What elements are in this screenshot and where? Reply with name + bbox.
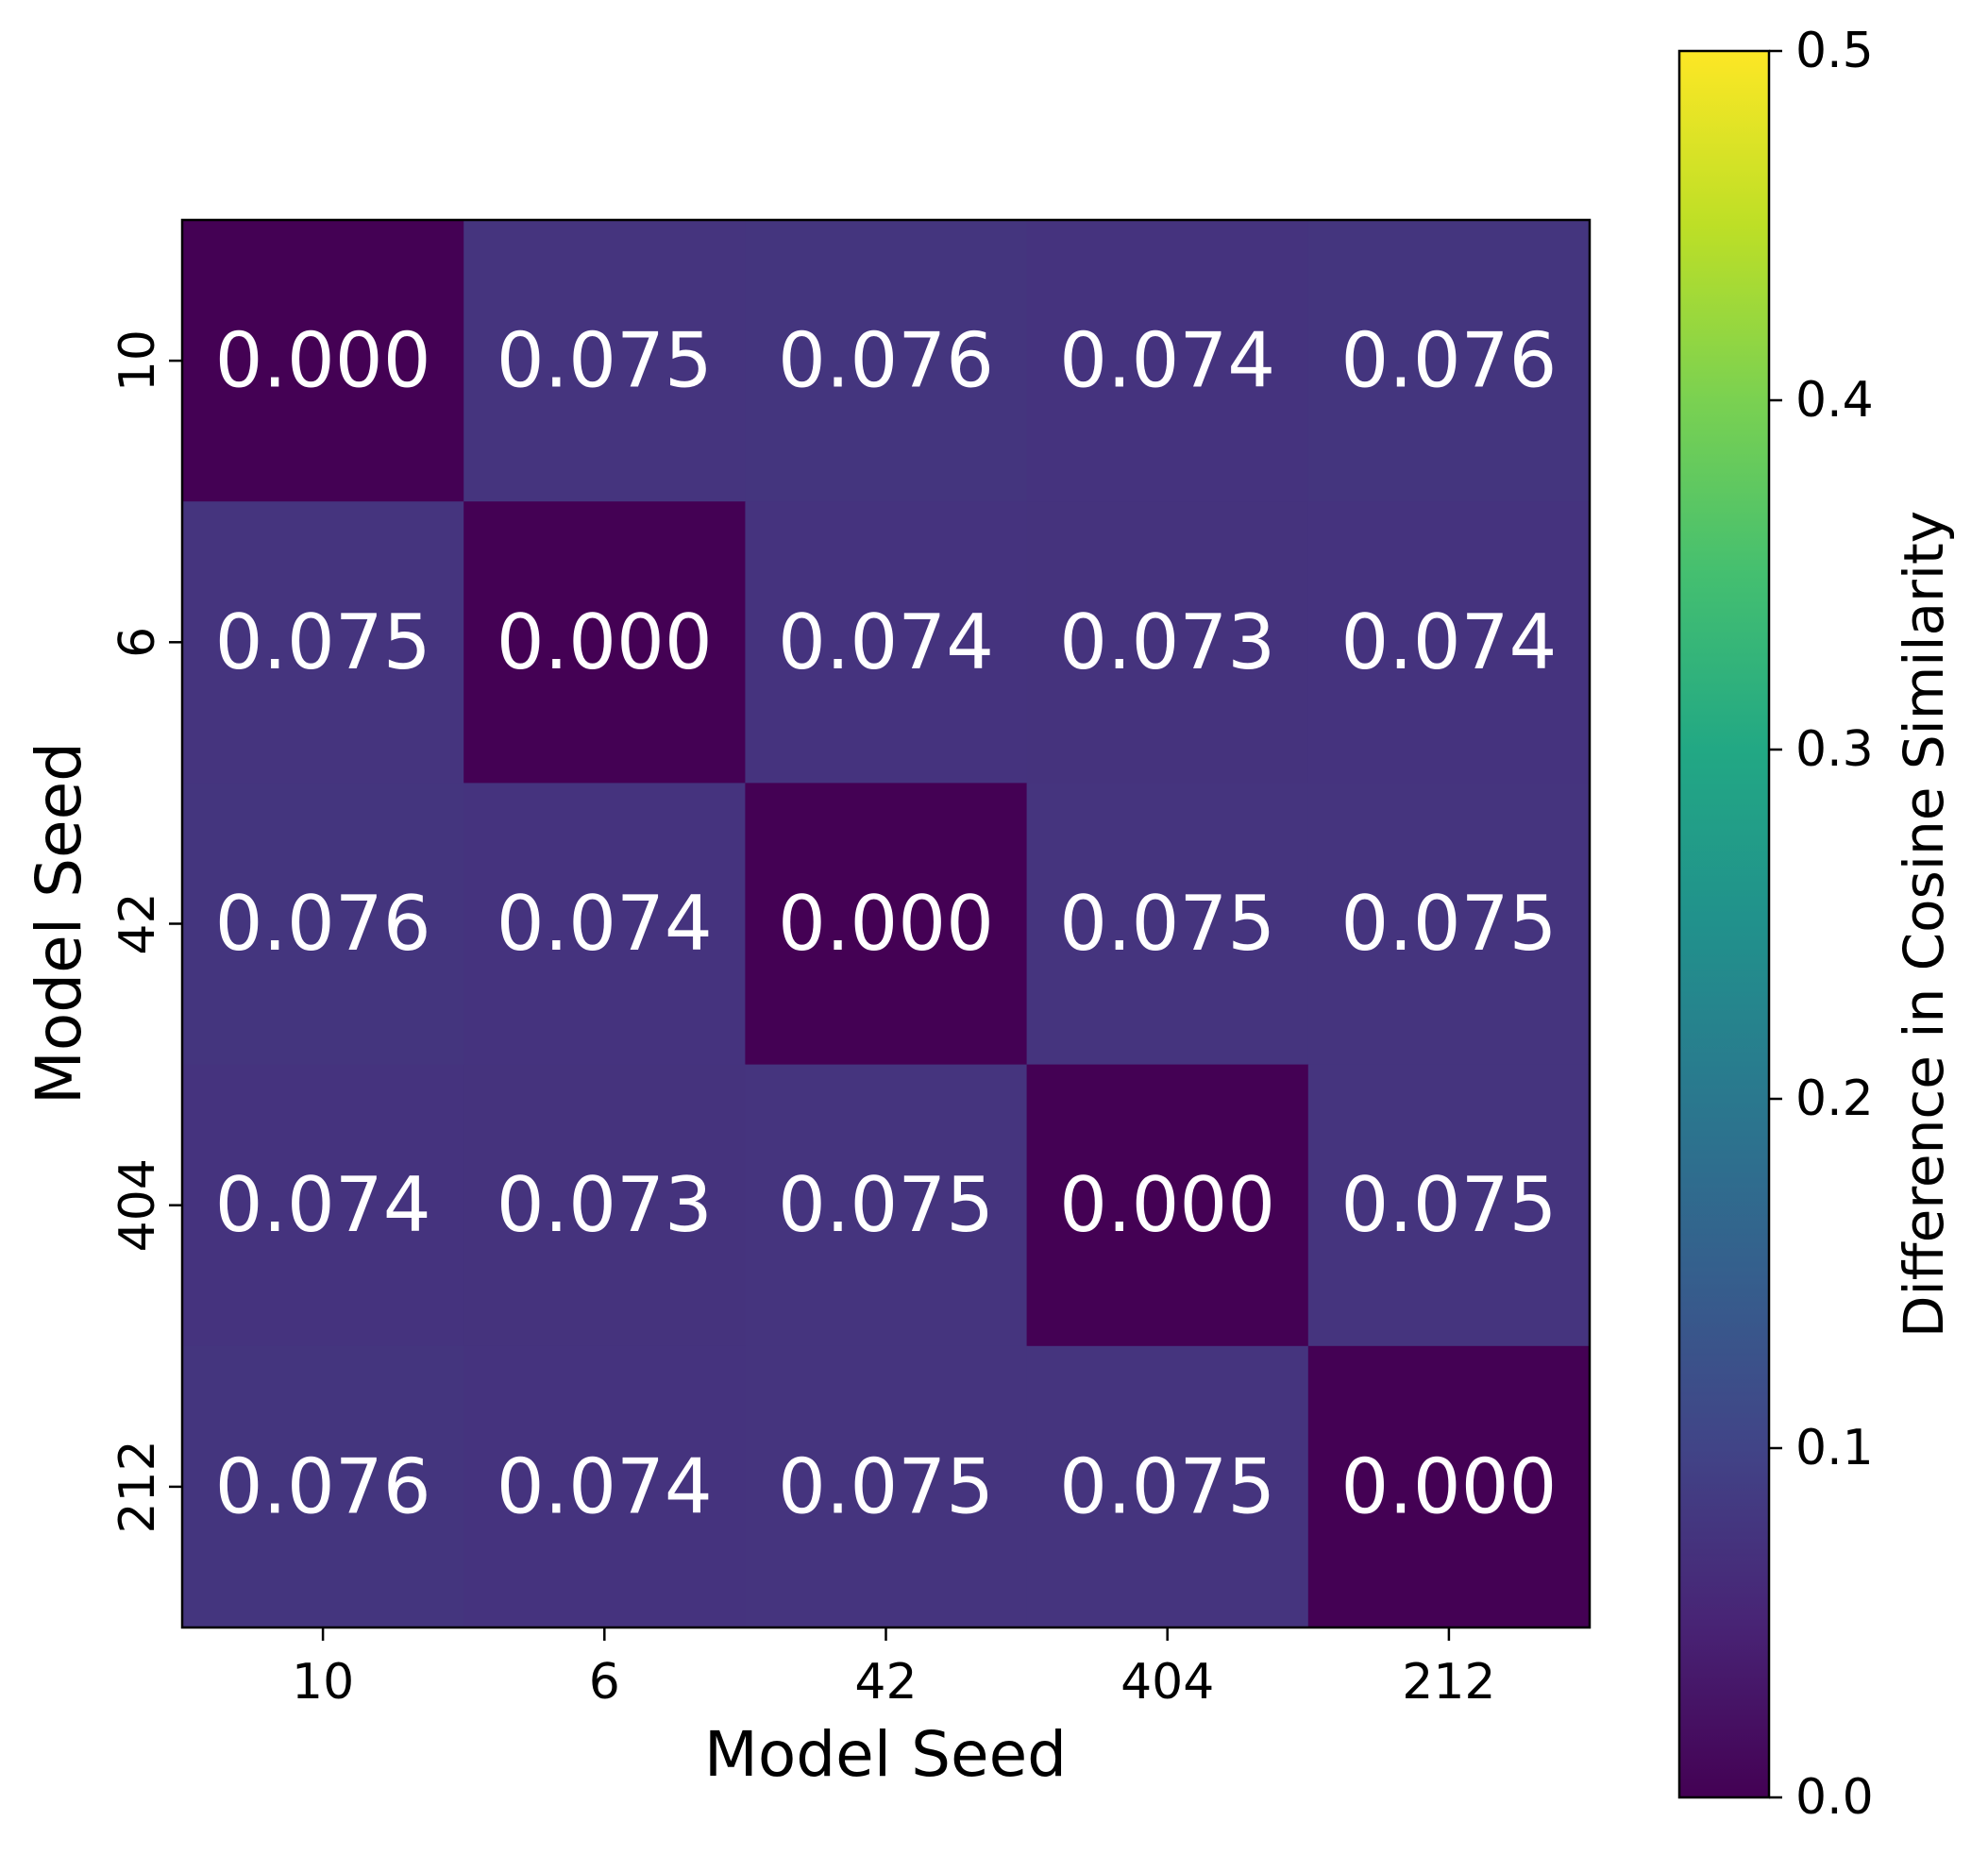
y-tick-label: 404	[110, 1158, 166, 1252]
colorbar-ticks: 0.0 0.1 0.2 0.3 0.4 0.5	[1769, 23, 1874, 1826]
heatmap-cell	[1026, 783, 1309, 1066]
heatmap-cell	[1026, 1064, 1309, 1347]
heatmap-cell-label: 0.073	[1059, 599, 1275, 686]
y-tick-label: 212	[110, 1440, 166, 1533]
heatmap-cell-label: 0.075	[215, 599, 431, 686]
heatmap-cell-label: 0.074	[497, 880, 713, 968]
heatmap-cell	[1307, 220, 1591, 502]
heatmap-cell-label: 0.073	[497, 1161, 713, 1249]
heatmap-cell	[1307, 501, 1591, 784]
y-tick-label: 42	[110, 892, 166, 954]
heatmap-cell	[745, 501, 1028, 784]
heatmap-cell-label: 0.074	[215, 1161, 431, 1249]
heatmap-cell-label: 0.000	[215, 317, 431, 405]
colorbar-tick-label: 0.0	[1795, 1769, 1874, 1826]
heatmap-cell	[463, 501, 746, 784]
heatmap-cell-label: 0.074	[1059, 317, 1275, 405]
heatmap-cell-label: 0.000	[1059, 1161, 1275, 1249]
x-tick-label: 10	[292, 1654, 354, 1711]
heatmap-cell-label: 0.075	[1340, 880, 1557, 968]
heatmap-cell-labels: 0.000 0.075 0.076 0.074 0.076 0.075 0.000 0.074…	[215, 317, 1558, 1531]
heatmap-cell-label: 0.075	[1059, 880, 1275, 968]
heatmap-cell	[463, 783, 746, 1066]
heatmap-cell-label: 0.000	[778, 880, 994, 968]
heatmap-cell	[1026, 501, 1309, 784]
heatmap-cell	[745, 1064, 1028, 1347]
heatmap-cells	[182, 220, 1591, 1628]
heatmap-cell	[463, 220, 746, 502]
heatmap-cell	[182, 783, 464, 1066]
heatmap-cell	[182, 1345, 464, 1628]
colorbar-bar	[1677, 49, 1771, 1799]
colorbar-tick-label: 0.3	[1795, 721, 1874, 778]
heatmap-cell	[463, 1345, 746, 1628]
heatmap-cell	[1026, 1345, 1309, 1628]
y-tick-label: 6	[110, 627, 166, 658]
heatmap-cell-label: 0.075	[778, 1161, 994, 1249]
x-tick-label: 42	[854, 1654, 917, 1711]
x-tick-label: 404	[1120, 1654, 1214, 1711]
heatmap-cell-label: 0.074	[497, 1442, 713, 1530]
heatmap-cell-label: 0.076	[215, 880, 431, 968]
heatmap-cell	[1307, 783, 1591, 1066]
heatmap-cell-label: 0.076	[215, 1442, 431, 1530]
heatmap-cell-label: 0.076	[1340, 317, 1557, 405]
y-axis-label: Model Seed	[23, 742, 95, 1105]
heatmap-cell	[182, 501, 464, 784]
colorbar-tick-label: 0.5	[1795, 23, 1874, 79]
heatmap-cell	[182, 1064, 464, 1347]
x-axis-ticks: 10 6 42 404 212	[292, 1627, 1496, 1711]
heatmap-cell	[1307, 1345, 1591, 1628]
y-axis-ticks: 10 6 42 404 212	[110, 329, 182, 1534]
x-axis-label: Model Seed	[704, 1718, 1067, 1791]
x-tick-label: 6	[589, 1654, 620, 1711]
heatmap-cell	[745, 783, 1028, 1066]
colorbar-tick-label: 0.4	[1795, 372, 1874, 429]
heatmap-cell	[745, 1345, 1028, 1628]
heatmap-cell	[1026, 220, 1309, 502]
y-tick-label: 10	[110, 329, 166, 392]
heatmap-cell-label: 0.075	[778, 1442, 994, 1530]
heatmap-cell-label: 0.000	[1340, 1442, 1557, 1530]
heatmap-cell-label: 0.076	[778, 317, 994, 405]
heatmap-cell-label: 0.074	[778, 599, 994, 686]
heatmap-cell-label: 0.000	[497, 599, 713, 686]
heatmap-cell-label: 0.075	[1340, 1161, 1557, 1249]
heatmap-cell	[1307, 1064, 1591, 1347]
x-tick-label: 212	[1402, 1654, 1495, 1711]
heatmap-cell	[182, 220, 464, 502]
heatmap-cell	[463, 1064, 746, 1347]
colorbar-label: Difference in Cosine Similarity	[1892, 511, 1956, 1338]
colorbar-tick-label: 0.2	[1795, 1071, 1874, 1127]
colorbar-tick-label: 0.1	[1795, 1420, 1874, 1476]
heatmap-cell-label: 0.075	[497, 317, 713, 405]
heatmap-cell	[745, 220, 1028, 502]
heatmap-cell-label: 0.075	[1059, 1442, 1275, 1530]
heatmap-cell-label: 0.074	[1340, 599, 1557, 686]
